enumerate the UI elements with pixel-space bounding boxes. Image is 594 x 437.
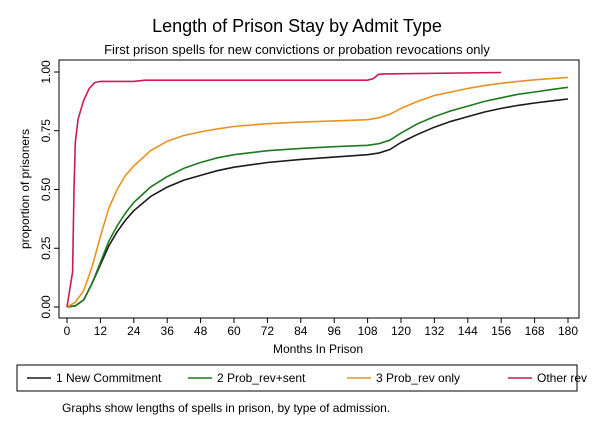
series-line-3 [66,76,569,308]
y-axis: 0.00 0.25 0.50 0.75 1.00 [39,60,60,319]
x-tick-label: 156 [491,324,511,338]
y-tick-label: 0.00 [39,295,53,319]
chart-note: Graphs show lengths of spells in prison,… [62,401,390,415]
x-tick-label: 72 [261,324,275,338]
legend-label: Other rev [537,371,587,385]
series-line-2 [66,86,569,308]
x-tick-label: 168 [525,324,545,338]
x-tick-label: 24 [127,324,141,338]
x-tick-label: 60 [227,324,241,338]
legend-items: 1 New Commitment 2 Prob_rev+sent 3 Prob_re… [27,371,587,385]
x-tick-label: 108 [358,324,378,338]
x-tick-label: 144 [458,324,478,338]
y-tick-label: 0.50 [39,177,53,201]
y-tick-label: 0.25 [39,236,53,260]
x-axis: 0 12 24 36 48 60 72 84 96 108 120 132 144 156 168 180 [64,317,578,338]
y-axis-title: proportion of prisoners [18,129,32,249]
x-tick-label: 36 [161,324,175,338]
legend-label: 1 New Commitment [56,371,162,385]
y-tick-label: 0.75 [39,119,53,143]
x-tick-label: 48 [194,324,208,338]
x-tick-label: 96 [328,324,342,338]
y-tick-label: 1.00 [39,60,53,84]
x-tick-label: 180 [558,324,578,338]
chart-title: Length of Prison Stay by Admit Type [152,16,442,36]
series-line-4 [66,71,502,308]
x-axis-title: Months In Prison [273,342,363,356]
plot-area-frame [58,59,580,319]
x-tick-label: 12 [94,324,108,338]
chart-subtitle: First prison spells for new convictions … [104,42,490,57]
legend [16,364,578,392]
x-tick-label: 0 [64,324,71,338]
series-group [66,71,569,308]
legend-label: 2 Prob_rev+sent [217,371,306,385]
x-tick-label: 84 [294,324,308,338]
x-tick-label: 120 [391,324,411,338]
legend-label: 3 Prob_rev only [376,371,460,385]
series-line-1 [66,98,569,308]
x-tick-label: 132 [424,324,444,338]
